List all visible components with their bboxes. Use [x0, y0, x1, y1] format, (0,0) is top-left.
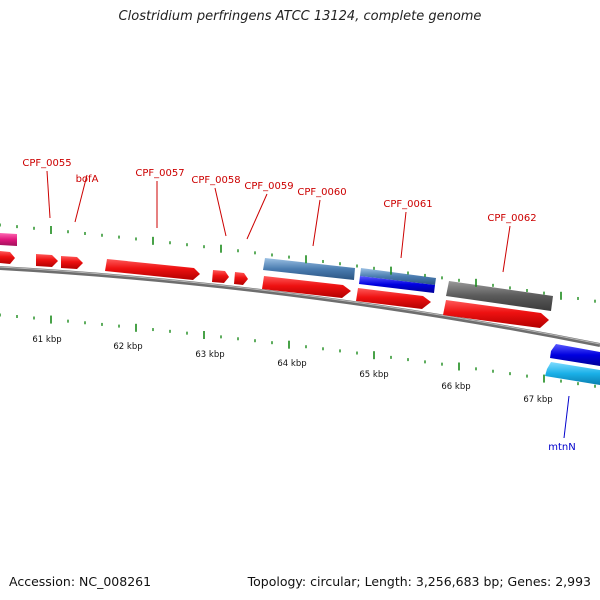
gene-label[interactable]: CPF_0062 [487, 213, 536, 224]
leader-line [246, 193, 268, 240]
map-title: Clostridium perfringens ATCC 13124, comp… [118, 9, 482, 24]
scale-label: 67 kbp [523, 395, 552, 405]
scale-label: 64 kbp [277, 359, 306, 369]
feature-steelblue-1 [263, 258, 355, 280]
scale-labels: 61 kbp 62 kbp 63 kbp 64 kbp 65 kbp 66 kbp 67 k… [32, 335, 552, 405]
genome-backbone [0, 266, 600, 347]
gene-labels: CPF_0055 bofA CPF_0057 CPF_0058 CPF_0059 CPF_… [22, 158, 575, 453]
feature-grey [446, 281, 553, 311]
tick-row-lower [0, 313, 596, 388]
feature-cds-4 [105, 259, 200, 280]
gene-label[interactable]: CPF_0058 [191, 175, 240, 186]
gene-label[interactable]: CPF_0061 [383, 199, 432, 210]
scale-label: 62 kbp [113, 342, 142, 352]
feature-cds-8 [356, 288, 431, 309]
genome-backbone-highlight [0, 266, 600, 345]
leader-line [74, 174, 88, 223]
feature-magenta [0, 233, 17, 246]
feature-steelblue-2 [360, 268, 436, 285]
scale-label: 61 kbp [32, 335, 61, 345]
feature-cds-9 [443, 300, 549, 328]
tick-row-upper [0, 223, 596, 303]
leader-line [46, 170, 51, 219]
feature-cds-3 [61, 256, 83, 269]
scale-label: 63 kbp [195, 350, 224, 360]
scale-label: 65 kbp [359, 370, 388, 380]
scale-label: 66 kbp [441, 382, 470, 392]
feature-cds-5 [212, 270, 229, 283]
genome-summary-text: Topology: circular; Length: 3,256,683 bp… [247, 574, 591, 589]
gene-label[interactable]: CPF_0055 [22, 158, 71, 169]
label-leader-lines [46, 170, 570, 439]
feature-blue-2 [550, 344, 600, 366]
accession-text: Accession: NC_008261 [9, 574, 152, 589]
feature-blue-1 [359, 276, 435, 293]
gene-label[interactable]: mtnN [548, 442, 575, 453]
feature-cds-6 [234, 272, 248, 285]
leader-line [502, 225, 511, 273]
gene-label[interactable]: CPF_0059 [244, 181, 293, 192]
feature-cds-2 [36, 254, 58, 267]
gene-label[interactable]: bofA [76, 174, 99, 185]
gene-label[interactable]: CPF_0057 [135, 168, 184, 179]
feature-cds-7 [262, 276, 351, 298]
leader-line [400, 211, 407, 259]
feature-cds-1 [0, 251, 15, 264]
gene-label[interactable]: CPF_0060 [297, 187, 346, 198]
leader-line [312, 199, 321, 247]
leader-line [214, 187, 227, 237]
feature-cyan [545, 362, 600, 385]
leader-line [563, 395, 570, 439]
